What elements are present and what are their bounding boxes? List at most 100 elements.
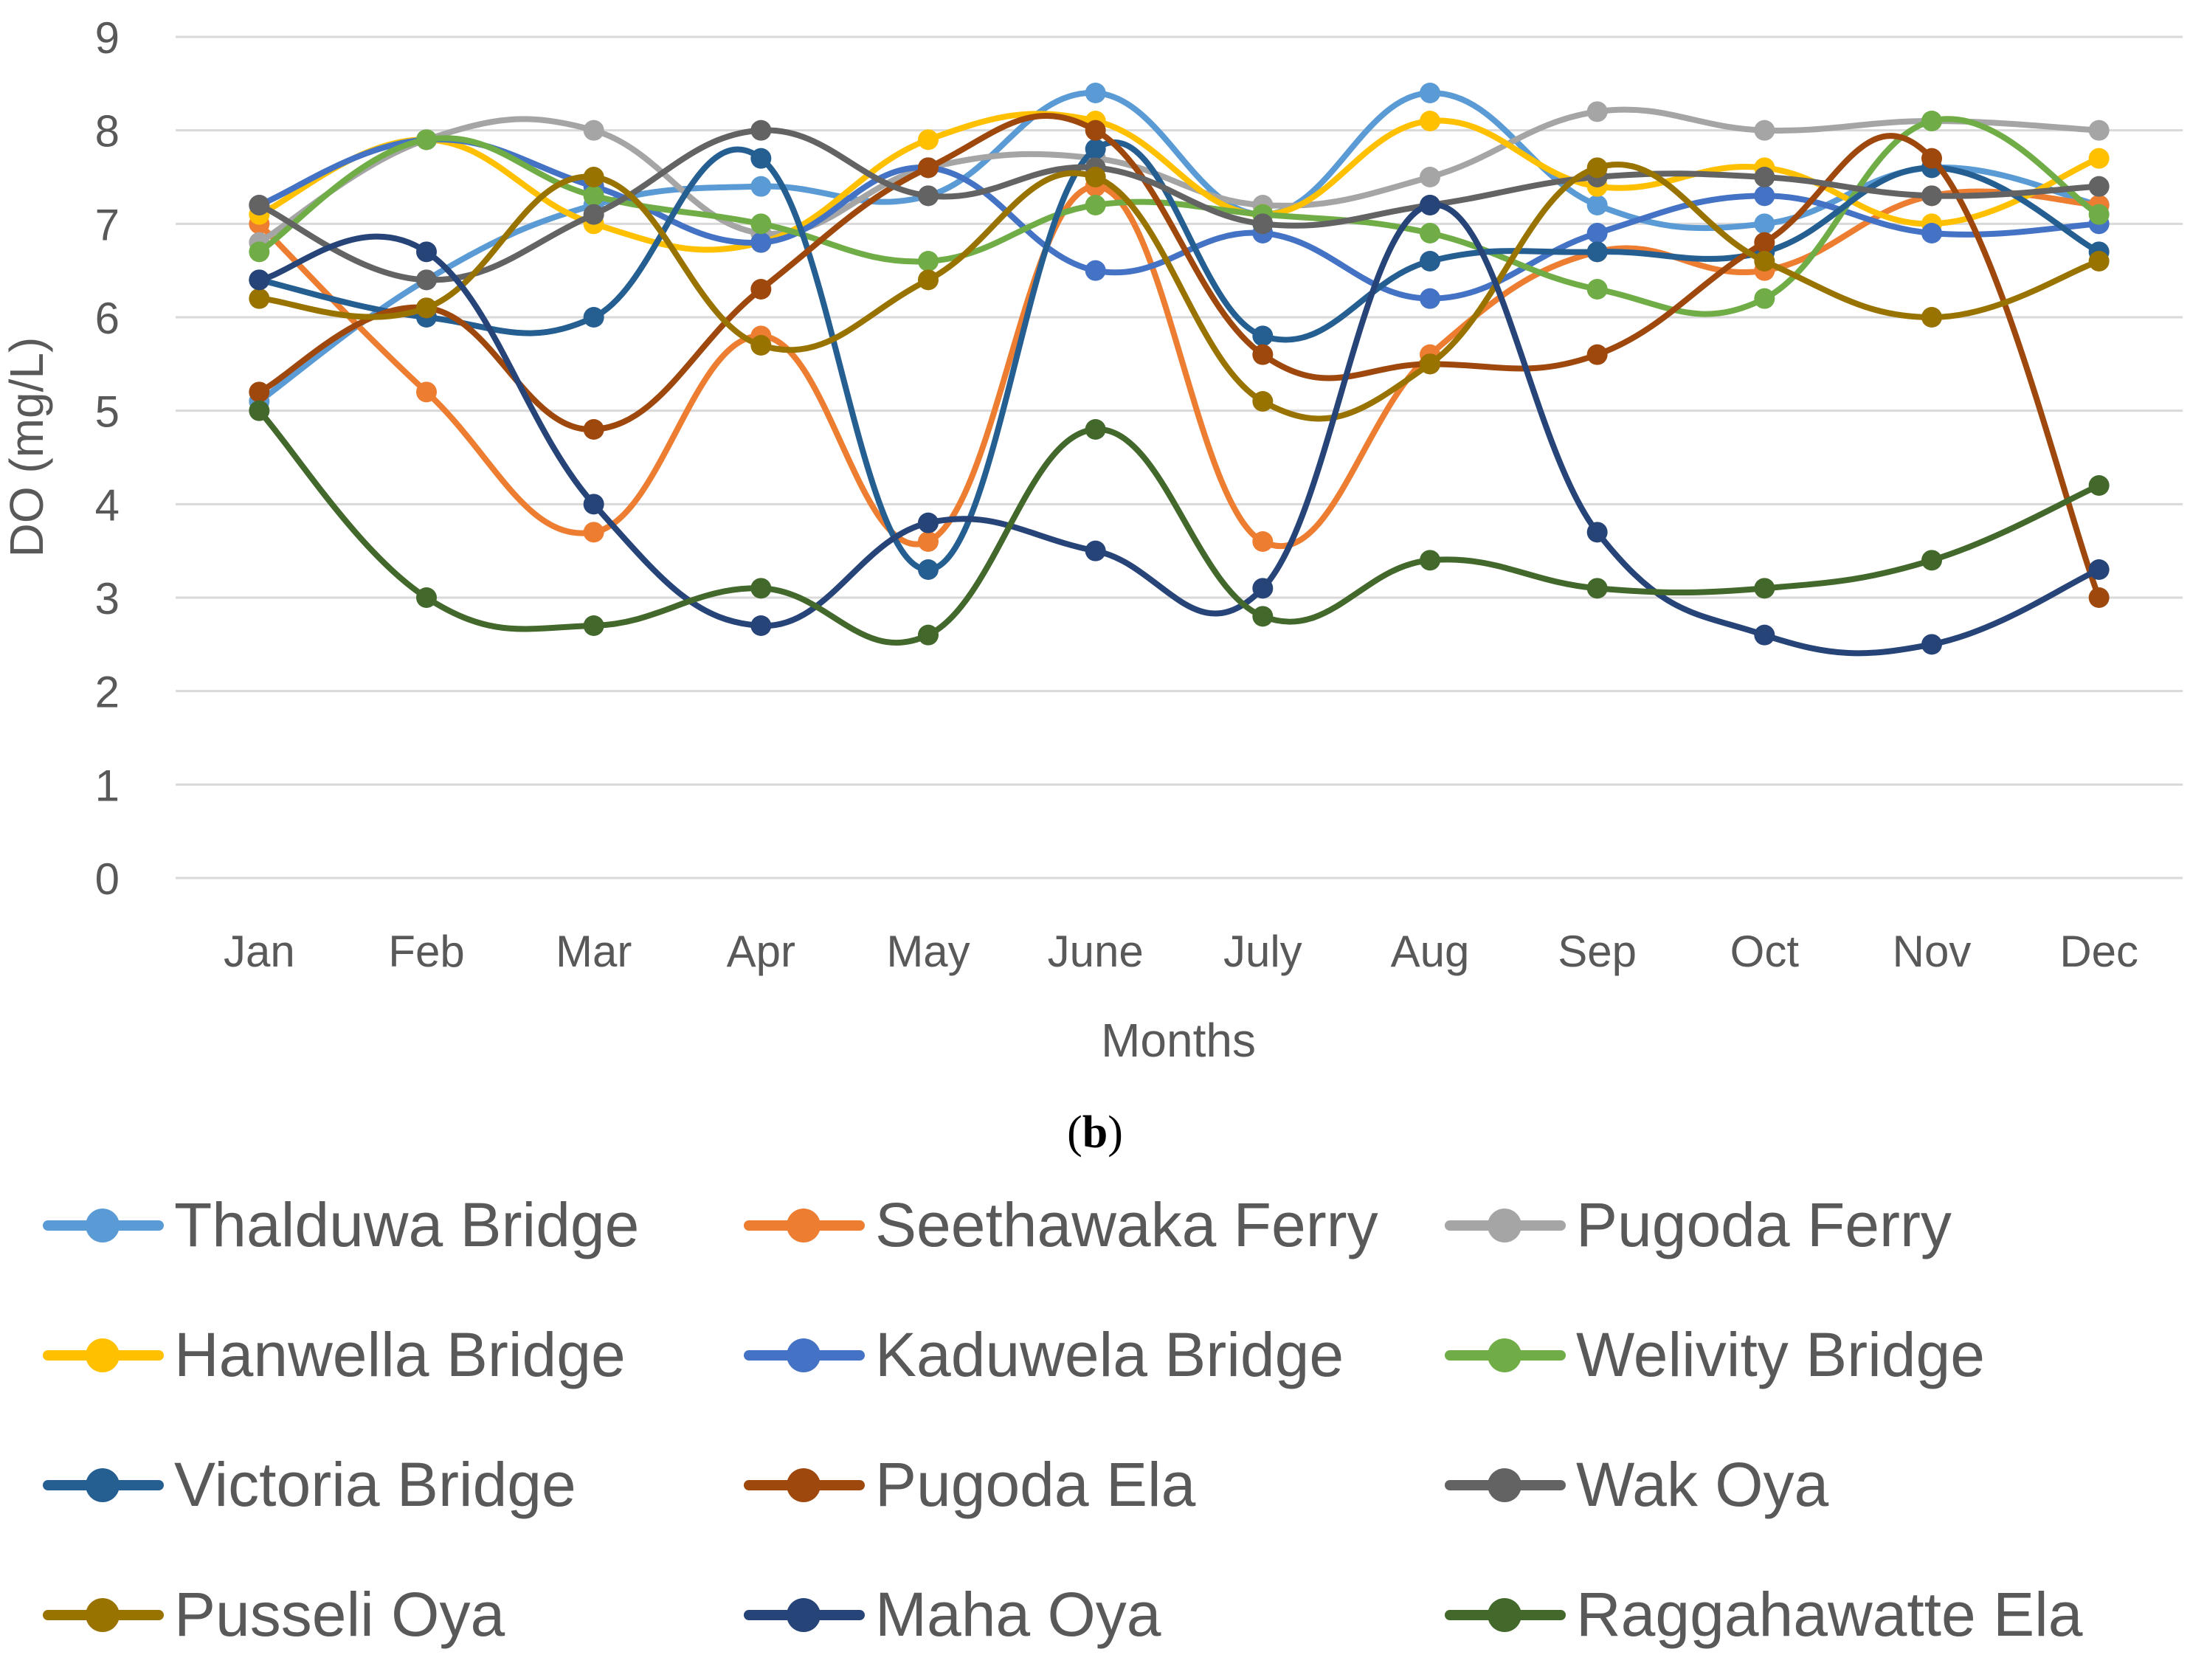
data-point: [2088, 559, 2110, 580]
legend-label: Wak Oya: [1576, 1449, 1829, 1519]
data-point: [1586, 522, 1608, 543]
data-point: [583, 522, 604, 543]
data-point: [1085, 83, 1106, 103]
x-axis-label: Months: [1101, 1014, 1256, 1067]
x-axis-ticks: Jan Feb Mar Apr May June July Aug Sep Oct Nov Dec: [224, 927, 2138, 976]
data-point: [583, 494, 604, 515]
y-tick-label: 9: [95, 13, 120, 63]
legend-label: Victoria Bridge: [174, 1449, 576, 1519]
data-point: [2088, 251, 2110, 272]
data-point: [1921, 185, 1942, 207]
data-point: [416, 587, 437, 608]
x-tick-label: Feb: [388, 927, 464, 976]
series-maha-oya: [249, 195, 2110, 657]
series-line-thalduwa-bridge: [256, 89, 2102, 404]
legend-swatch-icon: [37, 1570, 170, 1659]
data-point: [918, 512, 939, 533]
data-point: [2088, 587, 2110, 608]
data-point: [249, 241, 270, 263]
data-point: [1586, 101, 1608, 122]
data-point: [1586, 157, 1608, 179]
data-point: [1420, 288, 1440, 309]
legend-label: Welivity Bridge: [1576, 1319, 1985, 1389]
series-line-welivity-bridge: [256, 116, 2102, 317]
data-point: [1754, 120, 1775, 141]
series-line-raggahawatte-ela: [256, 407, 2102, 646]
legend-item: Wak Oya: [1439, 1440, 1828, 1529]
figure-caption: (b): [1067, 1107, 1123, 1158]
data-point: [249, 288, 270, 309]
data-point: [1586, 195, 1608, 215]
data-point: [750, 213, 772, 235]
data-point: [583, 307, 604, 328]
data-point: [2088, 120, 2110, 141]
data-point: [918, 269, 939, 291]
data-point: [1921, 307, 1942, 328]
x-tick-label: Sep: [1558, 927, 1637, 976]
x-tick-label: Aug: [1391, 927, 1470, 976]
data-point: [1085, 139, 1106, 159]
legend-swatch-icon: [37, 1440, 170, 1529]
data-point: [416, 269, 437, 291]
data-point: [1085, 195, 1106, 215]
series-line-maha-oya: [256, 201, 2102, 657]
data-point: [583, 185, 604, 207]
data-point: [1754, 213, 1775, 235]
data-point: [918, 531, 939, 552]
y-tick-label: 7: [95, 200, 120, 249]
y-tick-label: 6: [95, 294, 120, 343]
data-point: [1921, 634, 1942, 655]
data-point: [2088, 176, 2110, 197]
data-point: [583, 120, 604, 141]
data-point: [249, 269, 270, 291]
data-point: [1085, 260, 1106, 281]
data-point: [2088, 475, 2110, 496]
data-point: [750, 279, 772, 300]
data-point: [1586, 344, 1608, 365]
legend-item: Raggahawatte Ela: [1439, 1570, 2082, 1659]
data-point: [1586, 241, 1608, 263]
series-welivity-bridge: [249, 111, 2110, 317]
data-point: [1754, 578, 1775, 599]
data-point: [750, 578, 772, 599]
data-point: [583, 204, 604, 225]
data-point: [918, 624, 939, 646]
data-point: [1586, 223, 1608, 243]
x-tick-label: Mar: [556, 927, 632, 976]
data-point: [1754, 232, 1775, 253]
series-lines: [249, 83, 2110, 657]
data-point: [1420, 111, 1440, 131]
data-point: [583, 615, 604, 636]
legend-label: Raggahawatte Ela: [1576, 1579, 2083, 1649]
data-point: [918, 251, 939, 272]
legend-label: Pugoda Ela: [875, 1449, 1196, 1519]
data-point: [249, 400, 270, 421]
data-point: [1085, 419, 1106, 440]
legend-label: Thalduwa Bridge: [174, 1189, 640, 1259]
legend-item: Kaduwela Bridge: [738, 1310, 1344, 1399]
gridlines: [176, 35, 2183, 879]
legend-item: Thalduwa Bridge: [37, 1181, 639, 1269]
x-tick-label: Oct: [1730, 927, 1800, 976]
data-point: [1754, 185, 1775, 207]
x-tick-label: Dec: [2059, 927, 2138, 976]
legend-label: Seethawaka Ferry: [875, 1189, 1378, 1259]
data-point: [1754, 624, 1775, 646]
legend-item: Welivity Bridge: [1439, 1310, 1985, 1399]
x-tick-label: May: [886, 927, 970, 976]
data-point: [1420, 550, 1440, 571]
y-tick-label: 3: [95, 574, 120, 623]
data-point: [1754, 251, 1775, 272]
data-point: [1921, 111, 1942, 131]
legend-swatch-icon: [1439, 1440, 1572, 1529]
data-point: [1252, 606, 1274, 627]
data-point: [1085, 120, 1106, 141]
legend-swatch-icon: [37, 1181, 170, 1269]
y-tick-label: 2: [95, 668, 120, 717]
series-line-pugoda-ferry: [256, 106, 2102, 246]
legend-item: Maha Oya: [738, 1570, 1161, 1659]
legend-swatch-icon: [37, 1310, 170, 1399]
data-point: [918, 559, 939, 580]
data-point: [1085, 167, 1106, 187]
data-point: [416, 241, 437, 263]
